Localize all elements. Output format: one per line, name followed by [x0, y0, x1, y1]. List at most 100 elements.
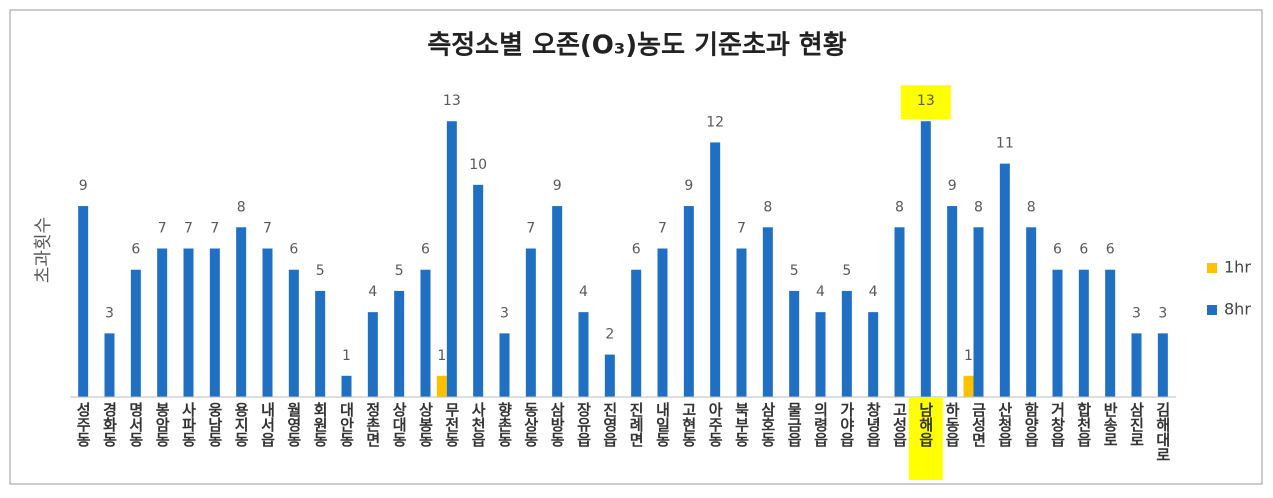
bar [157, 248, 168, 397]
bar [1157, 333, 1168, 397]
data-label: 6 [1079, 242, 1088, 258]
data-label: 13 [443, 93, 461, 109]
bar [183, 248, 194, 397]
data-label: 3 [105, 305, 114, 321]
x-tick-label: 고성읍 [891, 402, 909, 448]
bar [1105, 269, 1116, 397]
bar [446, 121, 457, 397]
bar [1052, 269, 1063, 397]
bar [762, 227, 773, 397]
bar [130, 269, 141, 397]
x-tick-label: 김해대로 [1154, 401, 1172, 462]
bar [436, 375, 447, 397]
data-label: 6 [421, 242, 430, 258]
data-label: 8 [974, 199, 983, 215]
data-label: 1 [342, 348, 351, 364]
bar [841, 290, 852, 397]
x-tick-label: 의령읍 [812, 401, 830, 448]
x-tick-label: 성주동 [74, 401, 92, 448]
data-label: 6 [1106, 242, 1115, 258]
x-tick-label: 사천읍 [469, 402, 487, 448]
legend-label: 1hr [1224, 258, 1251, 277]
data-label: 9 [684, 178, 693, 194]
bar [631, 269, 642, 397]
highlight-box [908, 398, 943, 480]
legend-swatch [1207, 305, 1217, 315]
data-label: 3 [1158, 305, 1167, 321]
data-label: 7 [158, 221, 167, 237]
bar [236, 227, 247, 397]
x-tick-label: 내서읍 [259, 402, 277, 448]
bar [1131, 333, 1142, 397]
x-tick-label: 무전동 [443, 402, 461, 448]
x-tick-label: 아주동 [706, 402, 724, 448]
bar [209, 248, 220, 397]
x-tick-label: 봉암동 [153, 402, 171, 448]
x-tick-label: 진례면 [627, 402, 645, 447]
x-tick-label: 고현동 [680, 402, 698, 448]
bar [578, 312, 589, 397]
x-tick-label: 내일동 [654, 402, 672, 448]
data-label: 2 [605, 327, 614, 343]
x-tick-label: 경화동 [101, 401, 119, 448]
data-label: 6 [131, 242, 140, 258]
bar [815, 312, 826, 397]
bar [473, 184, 484, 397]
x-tick-label: 웅남동 [206, 402, 224, 448]
bar [341, 375, 352, 397]
bar [1078, 269, 1089, 397]
chart-title: 측정소별 오존(O₃)농도 기준초과 현황 [427, 31, 846, 61]
data-label: 3 [1132, 305, 1141, 321]
data-label: 7 [184, 221, 193, 237]
legend-label: 8hr [1224, 300, 1251, 319]
x-tick-label: 향촌동 [496, 402, 514, 448]
x-tick-label: 산청읍 [996, 402, 1014, 448]
bar [604, 354, 615, 397]
bar [710, 142, 721, 397]
data-label: 8 [237, 199, 246, 215]
highlight-box [900, 85, 951, 120]
x-tick-label: 대안동 [338, 402, 356, 448]
bar [1026, 227, 1037, 397]
x-tick-label: 진영읍 [601, 402, 619, 448]
x-tick-label: 남해읍 [917, 402, 935, 448]
data-label: 1 [964, 348, 973, 364]
data-label: 7 [263, 221, 272, 237]
data-label: 8 [895, 199, 904, 215]
bar [736, 248, 747, 397]
x-tick-label: 정촌면 [364, 401, 382, 447]
bar [552, 206, 563, 397]
data-label: 5 [395, 263, 404, 279]
data-label: 3 [500, 305, 509, 321]
bar [78, 206, 89, 397]
bar [104, 333, 115, 397]
data-label: 6 [289, 242, 298, 258]
data-label: 4 [368, 284, 377, 300]
data-label: 9 [553, 178, 562, 194]
data-label: 12 [706, 114, 724, 130]
x-tick-label: 금성면 [970, 402, 988, 447]
x-tick-label: 동상동 [522, 402, 540, 448]
data-label: 8 [763, 199, 772, 215]
bar [420, 269, 431, 397]
bar [683, 206, 694, 397]
x-tick-label: 사파동 [180, 402, 198, 448]
data-label: 10 [469, 157, 487, 173]
x-tick-label: 물금읍 [785, 402, 803, 448]
data-label: 9 [79, 178, 88, 194]
data-label: 9 [948, 178, 957, 194]
data-label: 11 [996, 136, 1014, 152]
legend-swatch [1207, 263, 1217, 273]
bar [999, 163, 1010, 397]
x-tick-label: 삼진로 [1128, 402, 1146, 447]
x-tick-label: 명서동 [127, 401, 145, 448]
data-label: 1 [437, 348, 446, 364]
bar [789, 290, 800, 397]
bar [315, 290, 326, 397]
bar [657, 248, 668, 397]
data-label: 5 [842, 263, 851, 279]
bar [288, 269, 299, 397]
data-label: 6 [632, 242, 641, 258]
x-tick-label: 회원동 [311, 402, 329, 448]
x-tick-label: 상대동 [390, 402, 408, 448]
